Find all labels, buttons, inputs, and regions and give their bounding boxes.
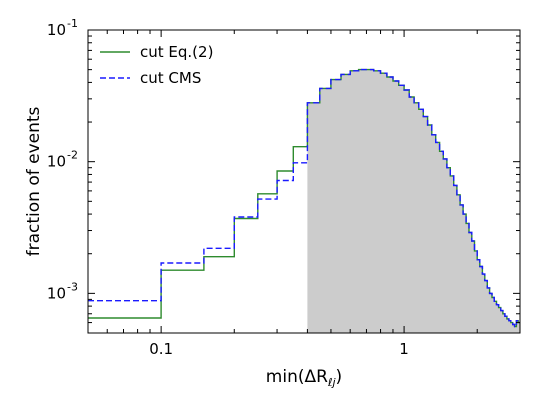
- ticks-layer: 0.1 110-310-210-1: [47, 17, 521, 358]
- x-axis-label-close: ): [336, 367, 343, 387]
- x-axis-label-main: min(ΔR: [266, 367, 328, 387]
- shaded-region: [307, 69, 520, 333]
- shaded-layer: [307, 69, 520, 333]
- x-axis-label-sub: ℓj: [327, 376, 337, 389]
- y-tick-label: 10: [47, 21, 66, 39]
- series-line-2: [88, 68, 520, 328]
- legend: cut Eq.(2) cut CMS: [100, 43, 213, 87]
- y-tick-label-exponent: -2: [67, 149, 78, 162]
- x-tick-label: 1: [399, 340, 409, 358]
- legend-label-2: cut CMS: [140, 69, 201, 87]
- x-tick-label: 0.1: [149, 340, 173, 358]
- plot-frame: [87, 29, 521, 334]
- x-axis-label: min(ΔRℓj): [266, 367, 342, 389]
- series-layer: [88, 68, 520, 328]
- y-tick-label-exponent: -1: [67, 17, 78, 30]
- y-tick-label-exponent: -3: [67, 280, 78, 293]
- y-tick-label: 10: [47, 153, 66, 171]
- legend-label-1: cut Eq.(2): [140, 43, 213, 61]
- y-axis-label: fraction of events: [24, 106, 44, 256]
- y-tick-label: 10: [47, 284, 66, 302]
